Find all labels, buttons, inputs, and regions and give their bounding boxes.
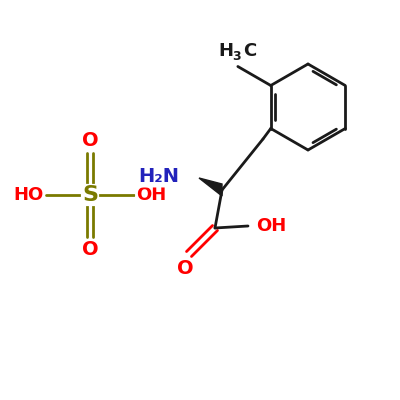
Text: OH: OH — [136, 186, 166, 204]
Text: O: O — [82, 131, 98, 150]
Text: S: S — [82, 185, 98, 205]
Text: C: C — [243, 42, 256, 60]
Text: H: H — [219, 42, 234, 60]
Text: H₂N: H₂N — [138, 168, 179, 186]
Text: OH: OH — [256, 217, 286, 235]
Polygon shape — [199, 178, 222, 196]
Text: HO: HO — [14, 186, 44, 204]
Text: O: O — [82, 240, 98, 259]
Text: O: O — [177, 259, 193, 278]
Text: 3: 3 — [232, 50, 241, 64]
